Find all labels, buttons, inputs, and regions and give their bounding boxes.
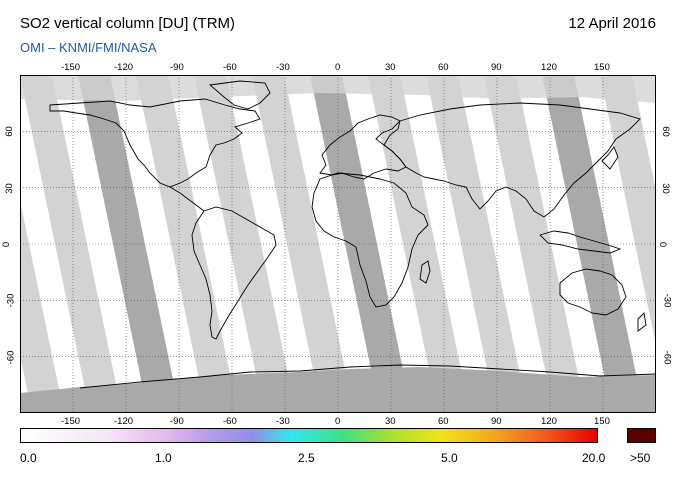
bottom-lon-tick-label: 30 xyxy=(385,416,396,427)
right-lat-tick-label: -60 xyxy=(661,350,673,365)
left-lat-tick-label: 60 xyxy=(3,126,15,138)
bottom-lon-tick-label: 150 xyxy=(594,416,610,427)
top-lon-tick-label: 120 xyxy=(541,62,557,73)
left-lat-tick-label: 0 xyxy=(1,241,13,248)
bottom-lon-tick-label: 90 xyxy=(491,416,502,427)
swath-band xyxy=(20,200,64,413)
bottom-lon-tick-label: 0 xyxy=(335,416,341,427)
colorbar-label-3: 5.0 xyxy=(441,451,458,465)
colorbar-over-label: >50 xyxy=(630,451,651,465)
top-lon-tick-label: -120 xyxy=(114,62,134,73)
right-lat-tick-label: -30 xyxy=(661,293,673,308)
top-lon-tick-label: -30 xyxy=(276,62,290,73)
bottom-lon-tick-label: -30 xyxy=(276,416,290,427)
swath-band xyxy=(78,75,180,413)
swath-band xyxy=(426,75,528,413)
swath-band xyxy=(484,75,586,413)
colorbar-label-0: 0.0 xyxy=(20,451,37,465)
bottom-lon-tick-label: 60 xyxy=(438,416,449,427)
right-lat-tick-label: 60 xyxy=(659,126,671,138)
continent-outlines xyxy=(49,80,647,340)
southeast-asia-islands-outline xyxy=(539,230,622,254)
swath-band xyxy=(252,75,354,413)
top-lon-tick-label: 0 xyxy=(335,62,341,73)
world-map xyxy=(20,75,656,413)
top-lon-tick-label: -150 xyxy=(61,62,81,73)
colorbar-label-1: 1.0 xyxy=(155,451,172,465)
bottom-lon-tick-label: 120 xyxy=(541,416,557,427)
left-lat-tick-label: 30 xyxy=(3,182,15,194)
map-date: 12 April 2016 xyxy=(568,15,656,32)
bottom-lon-tick-label: -90 xyxy=(170,416,184,427)
south-america-outline xyxy=(191,206,277,340)
central-america-outline xyxy=(169,186,205,212)
japan-outline xyxy=(601,146,619,170)
swath-band xyxy=(310,75,412,413)
left-lat-tick-label: -30 xyxy=(5,293,17,308)
africa-outline xyxy=(311,172,429,308)
top-lon-tick-label: 90 xyxy=(491,62,502,73)
left-lat-tick-label: -60 xyxy=(5,350,17,365)
top-lon-tick-label: 60 xyxy=(438,62,449,73)
top-lon-tick-label: 150 xyxy=(594,62,610,73)
map-frame xyxy=(20,75,656,413)
bottom-lon-tick-label: -150 xyxy=(61,416,81,427)
madagascar-outline xyxy=(419,260,431,284)
greenland-outline xyxy=(208,80,271,110)
colorbar-over-swatch xyxy=(627,428,656,443)
map-title: SO2 vertical column [DU] (TRM) xyxy=(20,15,236,32)
north-america-outline xyxy=(49,98,261,188)
colorbar-label-2: 2.5 xyxy=(298,451,315,465)
europe-outline xyxy=(319,114,407,180)
new-zealand-outline xyxy=(637,312,647,332)
right-lat-tick-label: 30 xyxy=(659,182,671,194)
colorbar xyxy=(20,428,656,443)
bottom-lon-tick-label: -120 xyxy=(114,416,134,427)
colorbar-gradient xyxy=(20,428,598,443)
top-lon-tick-label: -90 xyxy=(170,62,184,73)
data-credit: OMI – KNMI/FMI/NASA xyxy=(20,40,157,55)
colorbar-label-4: 20.0 xyxy=(582,451,606,465)
top-lon-tick-label: -60 xyxy=(223,62,237,73)
australia-outline xyxy=(559,268,627,316)
top-lon-tick-label: 30 xyxy=(385,62,396,73)
satellite-swaths xyxy=(20,75,656,413)
swath-band xyxy=(136,75,238,413)
antarctica-coast xyxy=(79,364,656,389)
bottom-lon-tick-label: -60 xyxy=(223,416,237,427)
right-lat-tick-label: 0 xyxy=(657,241,669,248)
asia-outline xyxy=(383,102,641,218)
